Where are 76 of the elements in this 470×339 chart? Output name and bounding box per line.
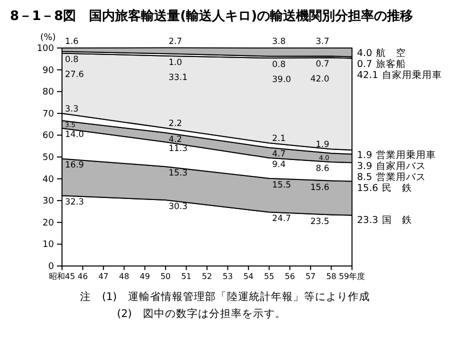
y-tick-label: 80 (42, 88, 54, 98)
x-tick-label: 58 (326, 272, 336, 281)
data-label: 1.6 (65, 37, 79, 47)
data-label: 1.9 (316, 140, 330, 150)
data-label: 15.5 (272, 180, 292, 190)
data-label: 4.0 (357, 48, 372, 59)
data-label: 4.2 (168, 134, 182, 145)
data-label: 8.5 (357, 172, 372, 184)
x-tick-label: 59年度 (338, 272, 366, 281)
data-label: 2.7 (168, 37, 182, 47)
y-axis-title: (%) (40, 33, 56, 43)
data-label: 3.8 (272, 37, 286, 47)
data-label: 1.9 (357, 150, 372, 162)
x-tick-label: 51 (181, 272, 192, 281)
data-label: 8.6 (316, 164, 330, 174)
x-tick-label: 57 (305, 272, 316, 281)
data-label: 4.7 (272, 150, 286, 160)
data-label: 16.9 (65, 160, 84, 171)
data-label: 9.4 (272, 160, 286, 170)
x-tick-label: 52 (202, 272, 212, 281)
data-label: 15.6 (357, 183, 378, 194)
data-label: 30.3 (168, 202, 188, 212)
x-tick-label: 56 (284, 272, 295, 281)
data-label: 32.3 (65, 198, 84, 208)
text: 自家用バス (376, 160, 426, 172)
data-label: 15.3 (168, 168, 188, 179)
x-tick-label: 54 (243, 272, 254, 281)
x-tick-label: 48 (119, 272, 130, 281)
data-label: 15.6 (310, 182, 330, 193)
y-tick-label: 0 (48, 262, 54, 272)
y-tick-label: 50 (42, 153, 54, 163)
x-tick-label: 49 (140, 272, 150, 281)
data-label: 23.3 (357, 215, 378, 226)
y-tick-label: 70 (42, 109, 54, 120)
data-label: 42.1 (357, 70, 378, 81)
data-label: 0.7 (357, 59, 372, 70)
text: (2) 図中の数字は分担率を示す。 (117, 307, 286, 320)
data-label: 33.1 (168, 72, 188, 83)
data-label: 42.0 (310, 74, 330, 85)
data-label: 24.7 (272, 214, 292, 224)
text: 営業用乗用車 (376, 149, 436, 162)
x-tick-label: 昭和45 (48, 272, 76, 281)
data-label: 3.9 (357, 161, 372, 172)
data-label: 23.5 (310, 216, 330, 227)
data-label: 0.7 (316, 60, 330, 70)
y-tick-label: 30 (42, 196, 54, 207)
data-label: 11.3 (168, 144, 188, 154)
data-label: 2.1 (272, 134, 286, 144)
data-label: 3.3 (65, 104, 79, 114)
data-label: 0.8 (65, 55, 79, 66)
text: 民 鉄 (382, 182, 412, 194)
text: 航 空 (376, 47, 406, 59)
y-tick-label: 10 (42, 240, 54, 250)
text: 営業用バス (376, 171, 426, 184)
y-tick-label: 100 (36, 44, 54, 54)
data-label: 14.0 (65, 130, 84, 140)
x-tick-label: 55 (264, 272, 274, 281)
x-tick-label: 50 (160, 272, 171, 281)
data-label: 2.2 (168, 119, 182, 130)
data-label: 1.0 (168, 58, 182, 68)
data-label: 3.7 (316, 37, 330, 47)
data-label: 0.8 (272, 60, 286, 70)
data-label: 27.6 (65, 70, 84, 80)
text: 旅客船 (376, 58, 406, 70)
text: 自家用乗用車 (382, 69, 442, 81)
x-tick-label: 53 (222, 272, 233, 281)
y-tick-label: 90 (42, 66, 54, 76)
y-tick-label: 20 (42, 218, 54, 228)
text: 国 鉄 (382, 214, 412, 226)
text: 注 (1) 運輸省情報管理部「陸運統計年報」等により作成 (80, 290, 370, 303)
y-tick-label: 40 (42, 174, 54, 185)
x-tick-label: 46 (78, 272, 88, 281)
x-tick-label: 47 (98, 272, 109, 281)
y-tick-label: 60 (42, 131, 54, 142)
data-label: 39.0 (272, 75, 292, 86)
chart-title: 8－1－8図 国内旅客輸送量(輸送人キロ)の輸送機関別分担率の推移 (10, 8, 414, 24)
